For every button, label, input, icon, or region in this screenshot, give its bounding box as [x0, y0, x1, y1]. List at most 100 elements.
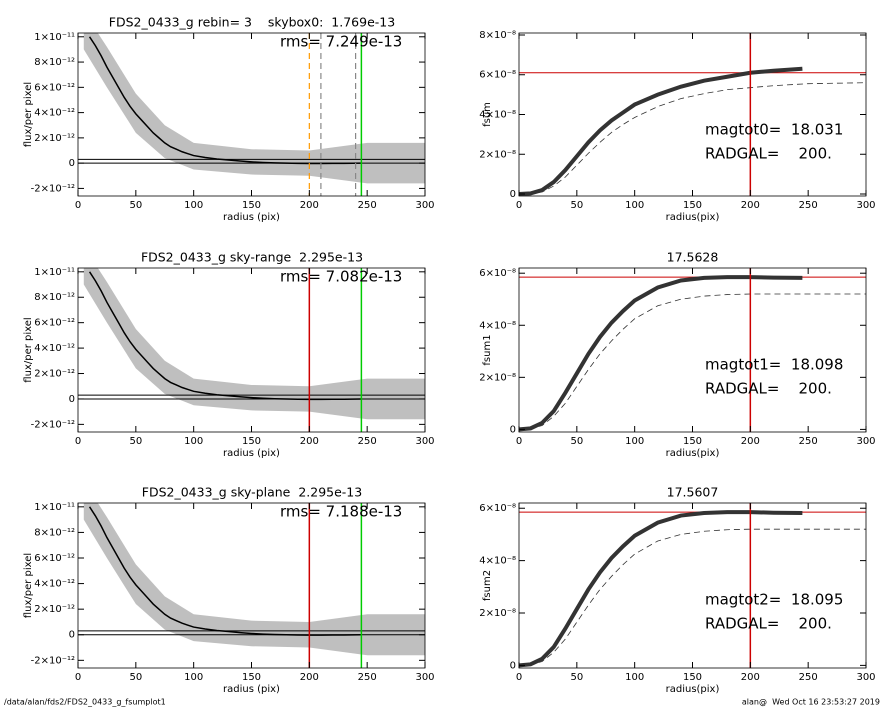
curve [88, 271, 362, 401]
panel: 0 50 100 150 200 250 300-2×10⁻¹²02×10⁻¹²4×10⁻¹… [23, 15, 435, 224]
y-tick-label: 0 [69, 394, 75, 405]
plot-area [519, 268, 866, 432]
x-axis-label: radius(pix) [666, 448, 720, 459]
x-tick-label: 250 [358, 200, 377, 211]
panel: 0 50 100 150 200 250 300 0 2×10⁻⁸ 4×10⁻⁸ 6×10⁻⁸ rad… [479, 250, 875, 460]
y-tick-label: 0 [69, 158, 75, 169]
x-tick-label: 300 [415, 436, 434, 447]
curve [519, 510, 803, 668]
plot-area [78, 33, 425, 196]
x-tick-label: 300 [856, 200, 875, 211]
x-tick-label: 100 [184, 200, 203, 211]
y-tick-label: 4×10⁻⁸ [479, 556, 516, 567]
x-axis-label: radius(pix) [666, 212, 720, 223]
y-tick-label: 8×10⁻⁸ [479, 30, 516, 41]
y-tick-label: 2×10⁻⁸ [479, 149, 516, 160]
y-tick-label: 2×10⁻¹² [34, 604, 75, 615]
y-tick-label: 6×10⁻⁸ [479, 268, 516, 279]
y-tick-label: 1×10⁻¹¹ [34, 267, 75, 278]
x-axis-label: radius (pix) [223, 212, 280, 223]
annotation: magtot2= 18.095 [705, 591, 843, 609]
x-tick-label: 150 [683, 200, 702, 211]
x-tick-label: 200 [741, 436, 760, 447]
y-tick-label: 4×10⁻¹² [34, 343, 75, 354]
y-axis-label: flux/per pixel [23, 553, 34, 618]
x-tick-label: 300 [415, 672, 434, 683]
x-tick-label: 100 [625, 200, 644, 211]
curve [519, 66, 803, 196]
curve [519, 528, 866, 666]
y-tick-label: 6×10⁻¹² [34, 553, 75, 564]
x-tick-label: 50 [129, 672, 142, 683]
y-tick-label: 4×10⁻⁸ [479, 320, 516, 331]
x-tick-label: 0 [75, 436, 81, 447]
panel-title: 17.5628 [667, 250, 719, 265]
plot-area [78, 503, 425, 668]
x-tick-label: 100 [184, 436, 203, 447]
x-tick-label: 50 [570, 672, 583, 683]
y-tick-label: 2×10⁻¹² [34, 369, 75, 380]
plot-area [78, 268, 425, 432]
y-tick-label: 4×10⁻¹² [34, 108, 75, 119]
y-tick-label: 0 [510, 424, 516, 435]
y-tick-label: 8×10⁻¹² [34, 292, 75, 303]
y-tick-label: 4×10⁻⁸ [479, 110, 516, 121]
y-tick-label: 6×10⁻⁸ [479, 503, 516, 514]
x-tick-label: 200 [741, 672, 760, 683]
y-tick-label: 6×10⁻¹² [34, 82, 75, 93]
y-axis-label: flux/per pixel [23, 317, 34, 382]
x-tick-label: 0 [75, 200, 81, 211]
x-tick-label: 0 [516, 672, 522, 683]
y-tick-label: -2×10⁻¹² [31, 183, 75, 194]
x-tick-label: 100 [625, 436, 644, 447]
x-tick-label: 150 [683, 436, 702, 447]
plot-area [519, 33, 866, 196]
x-tick-label: 250 [799, 200, 818, 211]
annotation: rms= 7.188e-13 [280, 503, 402, 521]
y-tick-label: -2×10⁻¹² [31, 655, 75, 666]
panel: 0 50 100 150 200 250 300-2×10⁻¹²02×10⁻¹²4×10⁻¹… [23, 250, 435, 460]
x-tick-label: 250 [358, 436, 377, 447]
x-tick-label: 150 [242, 672, 261, 683]
x-tick-label: 0 [516, 200, 522, 211]
y-tick-label: 4×10⁻¹² [34, 579, 75, 590]
annotation: magtot0= 18.031 [705, 121, 843, 139]
x-tick-label: 150 [683, 672, 702, 683]
x-axis-label: radius (pix) [223, 684, 280, 695]
y-tick-label: -2×10⁻¹² [31, 419, 75, 430]
y-tick-label: 8×10⁻¹² [34, 57, 75, 68]
x-tick-label: 50 [570, 436, 583, 447]
plot-area [519, 503, 866, 668]
annotation: magtot1= 18.098 [705, 356, 843, 374]
panel-title: 17.5607 [667, 485, 719, 500]
y-tick-label: 0 [510, 189, 516, 200]
x-tick-label: 200 [300, 200, 319, 211]
x-tick-label: 300 [856, 672, 875, 683]
y-axis-label: fsum [482, 102, 493, 127]
curve [519, 275, 803, 432]
x-tick-label: 250 [358, 672, 377, 683]
y-tick-label: 6×10⁻¹² [34, 318, 75, 329]
curve [88, 506, 362, 636]
y-tick-label: 1×10⁻¹¹ [34, 502, 75, 513]
y-tick-label: 6×10⁻⁸ [479, 70, 516, 81]
x-tick-label: 200 [741, 200, 760, 211]
annotation: RADGAL= 200. [705, 615, 832, 633]
y-tick-label: 0 [510, 660, 516, 671]
annotation: RADGAL= 200. [705, 380, 832, 398]
y-axis-label: fsum2 [482, 570, 493, 601]
x-tick-label: 250 [799, 672, 818, 683]
x-tick-label: 100 [184, 672, 203, 683]
panel: 0 50 100 150 200 250 300 0 2×10⁻⁸ 4×10⁻⁸ 6×10⁻⁸ 8×1… [479, 30, 875, 223]
x-axis-label: radius(pix) [666, 684, 720, 695]
panel: 0 50 100 150 200 250 300 0 2×10⁻⁸ 4×10⁻⁸ 6×10⁻⁸ rad… [479, 485, 875, 696]
panel-title: FDS2_0433_g rebin= 3 skybox0: 1.769e-13 [109, 15, 395, 30]
footer-left: /data/alan/fds2/FDS2_0433_g_fsumplot1 [4, 698, 166, 707]
y-tick-label: 2×10⁻⁸ [479, 372, 516, 383]
panel-title: FDS2_0433_g sky-plane 2.295e-13 [142, 485, 362, 500]
x-tick-label: 0 [75, 672, 81, 683]
x-tick-label: 300 [415, 200, 434, 211]
footer-right: alan@ Wed Oct 16 23:53:27 2019 [742, 698, 880, 707]
panel-title: FDS2_0433_g sky-range 2.295e-13 [141, 250, 363, 265]
